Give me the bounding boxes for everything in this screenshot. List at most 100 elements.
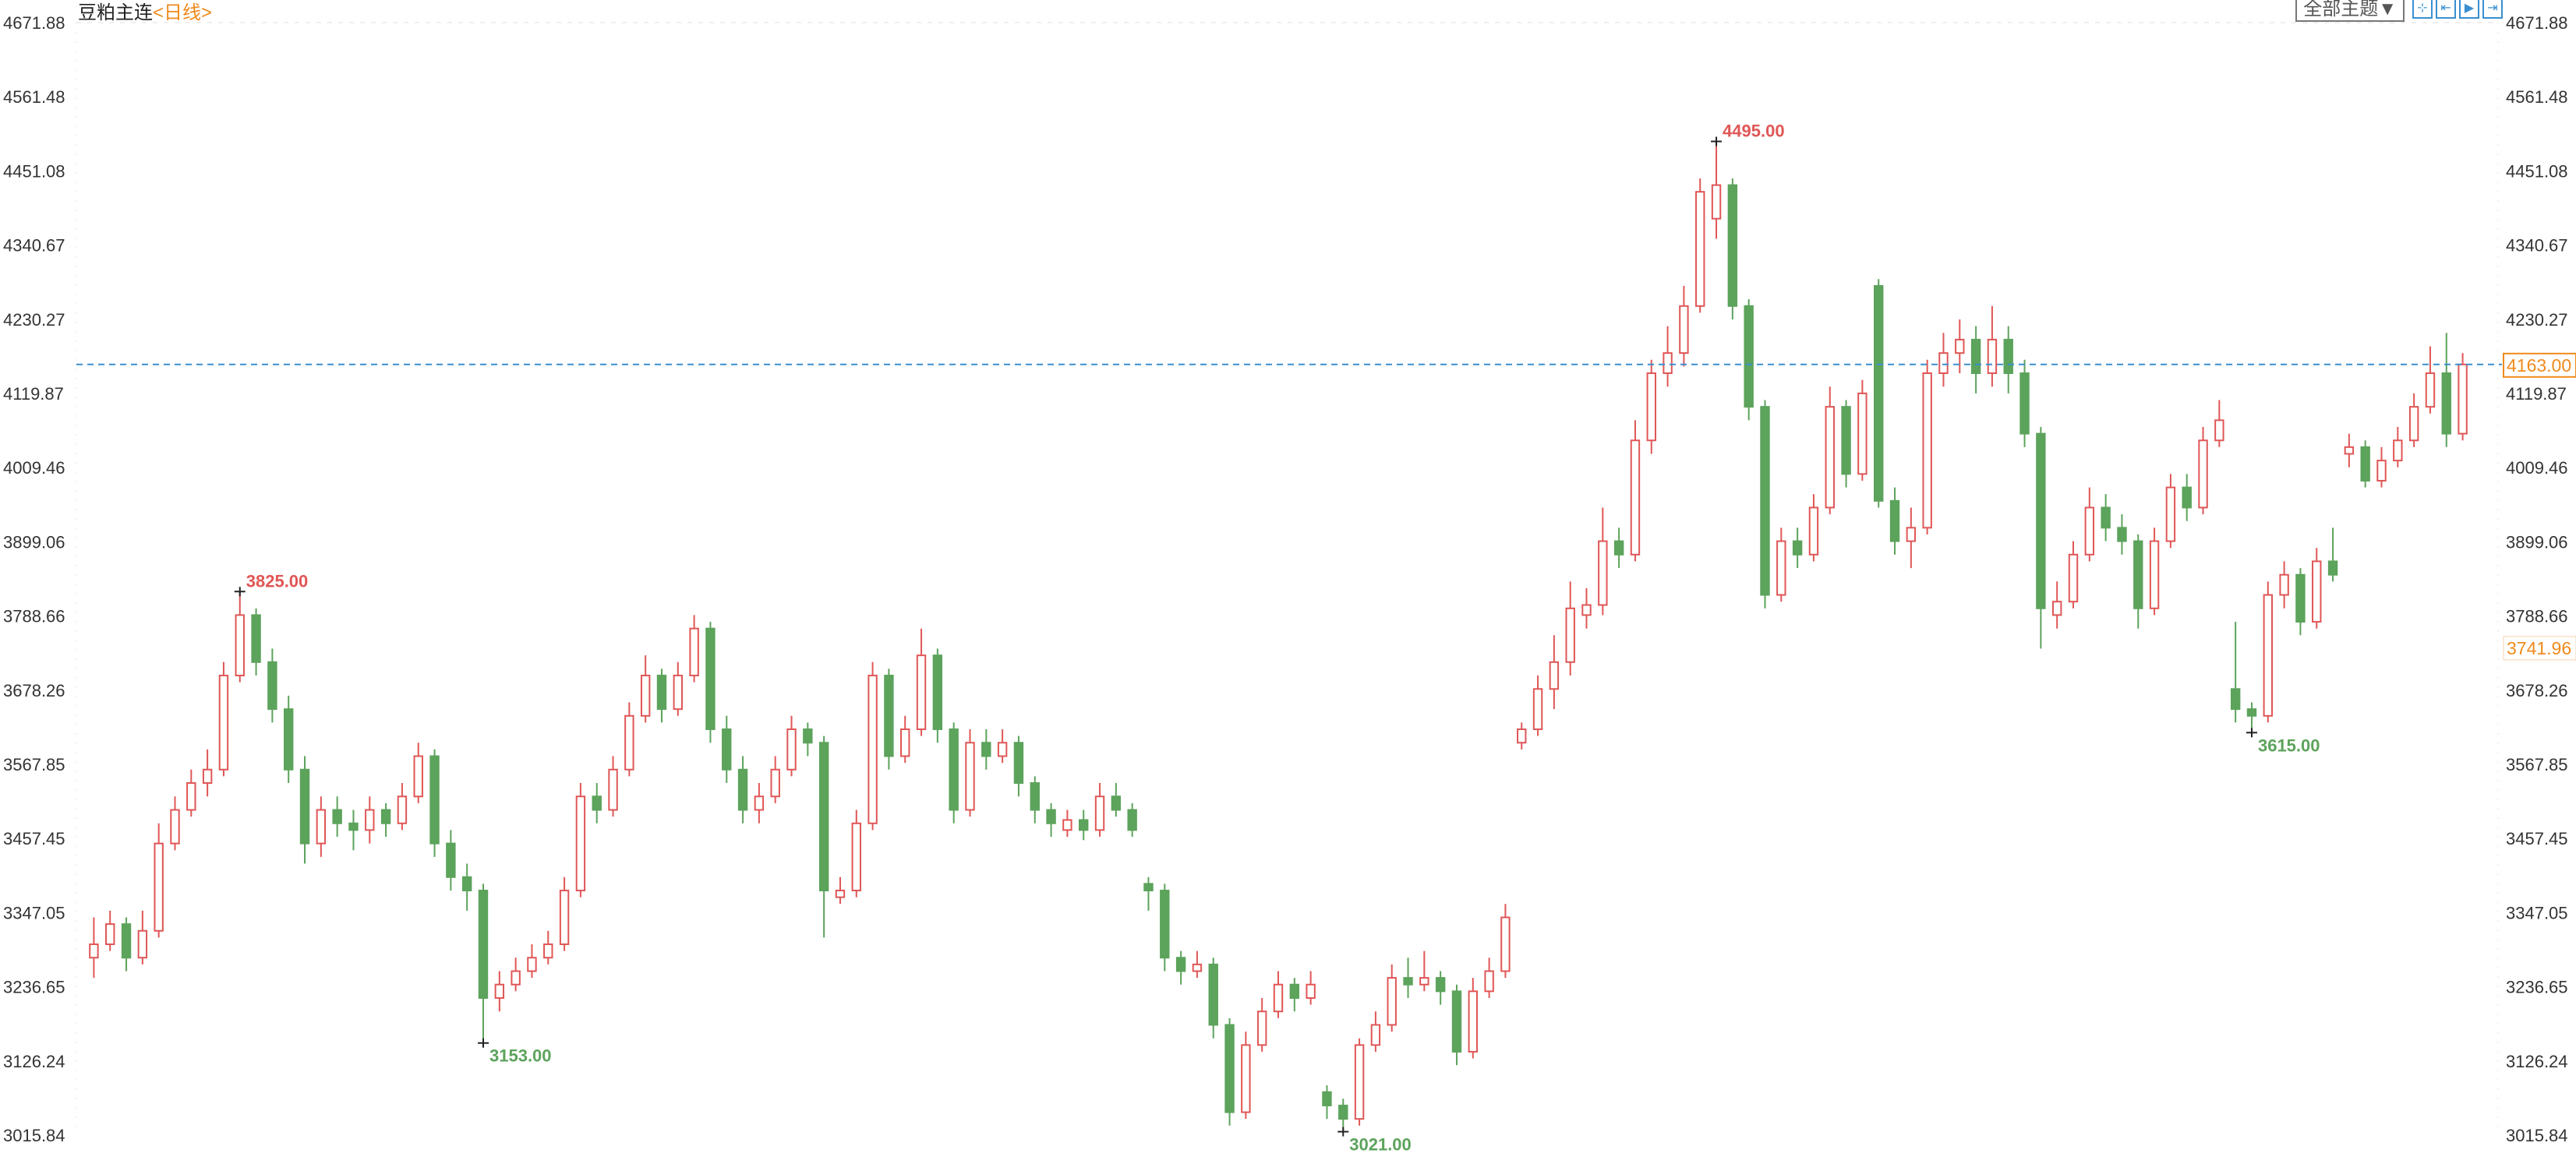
candle-body: [722, 728, 732, 771]
candle-up: [851, 809, 861, 898]
candle-body: [1419, 977, 1429, 986]
candle-body: [2408, 406, 2419, 442]
candle-body: [1322, 1091, 1332, 1106]
candle-body: [1192, 963, 1203, 972]
candle-up: [1987, 305, 1998, 387]
candle-down: [380, 802, 391, 838]
theme-dropdown[interactable]: 全部主题▼: [2295, 0, 2405, 22]
candle-down: [2441, 333, 2451, 447]
candle-up: [1532, 675, 1543, 736]
candle-body: [1955, 338, 1965, 354]
candle-body: [1532, 688, 1543, 731]
y-tick-left: 3788.66: [3, 607, 65, 626]
candle-body: [981, 742, 991, 757]
candle-body: [1565, 607, 1575, 663]
candle-up: [316, 796, 327, 857]
candle-body: [1127, 809, 1137, 831]
candle-body: [2019, 372, 2030, 435]
candle-body: [2051, 601, 2062, 616]
candle-body: [1338, 1104, 1348, 1120]
candle-up: [1549, 635, 1560, 710]
candle-up: [1565, 581, 1575, 676]
candle-body: [511, 970, 521, 986]
candle-body: [235, 614, 245, 677]
candle-body: [932, 654, 943, 731]
candle-down: [332, 796, 342, 838]
candle-up: [900, 715, 910, 764]
candle-up: [1776, 527, 1786, 602]
candle-down: [1338, 1099, 1348, 1132]
candle-body: [2263, 594, 2273, 717]
candle-down: [1175, 951, 1186, 985]
y-tick-right: 4230.27: [2506, 310, 2568, 330]
candle-body: [170, 809, 180, 845]
candle-body: [673, 675, 684, 711]
candle-body: [1468, 990, 1478, 1053]
candle-up: [1419, 951, 1429, 992]
candle-down: [1111, 783, 1122, 817]
candle-body: [2182, 486, 2192, 509]
candle-body: [1354, 1044, 1365, 1120]
candle-down: [446, 830, 456, 891]
candle-down: [429, 749, 440, 857]
candle-body: [592, 795, 602, 811]
candle-body: [1143, 883, 1154, 891]
candle-body: [737, 768, 748, 811]
candle-up: [527, 944, 537, 979]
crosshair-icon[interactable]: ⊹: [2412, 0, 2433, 19]
candle-down: [592, 783, 602, 824]
candle-body: [527, 957, 537, 972]
candle-body: [1889, 499, 1900, 542]
candle-up: [2279, 561, 2289, 608]
candle-body: [2279, 573, 2289, 596]
candle-up: [1955, 319, 1965, 374]
candle-down: [478, 884, 489, 1043]
candle-body: [1760, 406, 1770, 596]
candle-down: [121, 917, 132, 972]
y-tick-left: 3567.85: [3, 755, 65, 774]
candle-body: [397, 795, 408, 824]
y-tick-left: 4340.67: [3, 236, 65, 256]
candle-up: [1938, 333, 1949, 387]
candle-body: [1256, 1011, 1267, 1046]
candle-body: [656, 675, 667, 711]
candle-body: [575, 795, 586, 891]
candle-body: [380, 809, 391, 824]
candle-down: [1792, 527, 1803, 569]
candle-body: [2101, 506, 2111, 529]
candle-up: [2084, 487, 2095, 562]
y-tick-left: 4451.08: [3, 161, 65, 181]
candle-body: [884, 675, 894, 757]
candle-body: [478, 889, 489, 999]
low-label: 3153.00: [489, 1046, 552, 1066]
period-link[interactable]: <日线>: [153, 2, 213, 23]
candle-body: [494, 983, 505, 999]
candle-up: [1922, 359, 1932, 534]
play-step-icon[interactable]: ▶: [2459, 0, 2479, 19]
candle-body: [365, 809, 375, 831]
candle-body: [1062, 819, 1072, 831]
candle-body: [1646, 372, 1656, 442]
jump-latest-icon[interactable]: ⇥: [2482, 0, 2503, 19]
candle-body: [332, 809, 342, 824]
candle-body: [2246, 708, 2257, 717]
candle-down: [1289, 978, 1300, 1012]
zoom-range-icon[interactable]: ⇤: [2436, 0, 2456, 19]
candle-down: [1208, 958, 1218, 1039]
candle-body: [916, 654, 927, 731]
candle-body: [2441, 372, 2451, 435]
y-tick-left: 3678.26: [3, 681, 65, 700]
candle-up: [868, 661, 878, 831]
y-tick-left: 3347.05: [3, 903, 65, 922]
symbol-name: 豆粕主连: [78, 2, 153, 23]
secondary-price-label: 3741.96: [2507, 638, 2571, 658]
candle-body: [2458, 363, 2468, 435]
candle-body: [154, 842, 164, 932]
candle-up: [1500, 904, 1511, 979]
candle-body: [1857, 392, 1868, 475]
candle-body: [754, 795, 765, 811]
candle-body: [105, 923, 115, 945]
candle-body: [218, 675, 229, 771]
low-label: 3615.00: [2258, 735, 2320, 755]
